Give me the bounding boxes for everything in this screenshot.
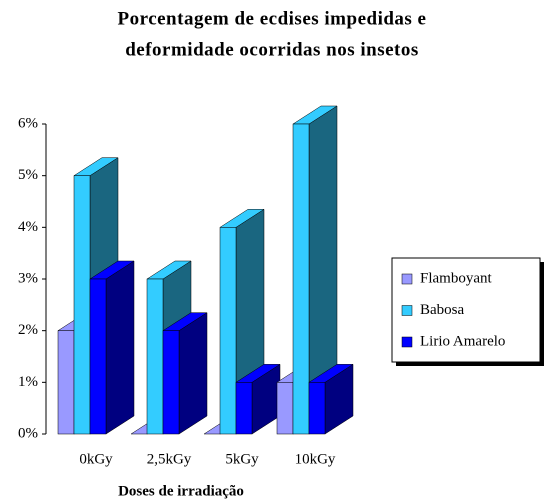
bar [162,312,208,435]
y-tick-label: 5% [18,167,38,183]
bar-front [89,278,107,435]
y-tick-label: 1% [18,374,38,390]
x-tick-label: 0kGy [79,451,113,467]
x-tick-label: 2,5kGy [147,451,192,467]
bar-front [235,382,253,435]
y-tick-label: 2% [18,322,38,338]
bar-front [219,227,237,435]
x-axis-label: Doses de irradiação [118,483,244,499]
y-tick-label: 6% [18,115,38,131]
y-tick-label: 4% [18,219,38,235]
bar-side [178,312,208,435]
x-tick-label: 5kGy [225,451,259,467]
bar-front [146,278,164,435]
legend-swatch [401,273,413,285]
legend-label: Lirio Amarelo [420,333,505,349]
x-tick-label: 10kGy [295,451,336,467]
bar [89,260,135,435]
chart-title: Porcentagem de ecdises impedidas e [118,8,427,29]
chart-title: deformidade ocorridas nos insetos [125,39,419,60]
legend-label: Babosa [420,302,465,318]
legend [391,257,541,363]
bar-front [308,382,326,435]
legend-label: Flamboyant [420,270,492,286]
bar [308,363,354,435]
legend-swatch [401,336,413,348]
bar-front [73,175,91,435]
bar [292,105,338,435]
y-tick-label: 3% [18,270,38,286]
bar-side [105,260,135,435]
bar [235,363,281,435]
y-tick-label: 0% [18,425,38,441]
bar-front [292,123,310,435]
bar-front [162,330,180,435]
bar-front [276,382,294,435]
bar-front [57,330,75,435]
legend-swatch [401,305,413,316]
